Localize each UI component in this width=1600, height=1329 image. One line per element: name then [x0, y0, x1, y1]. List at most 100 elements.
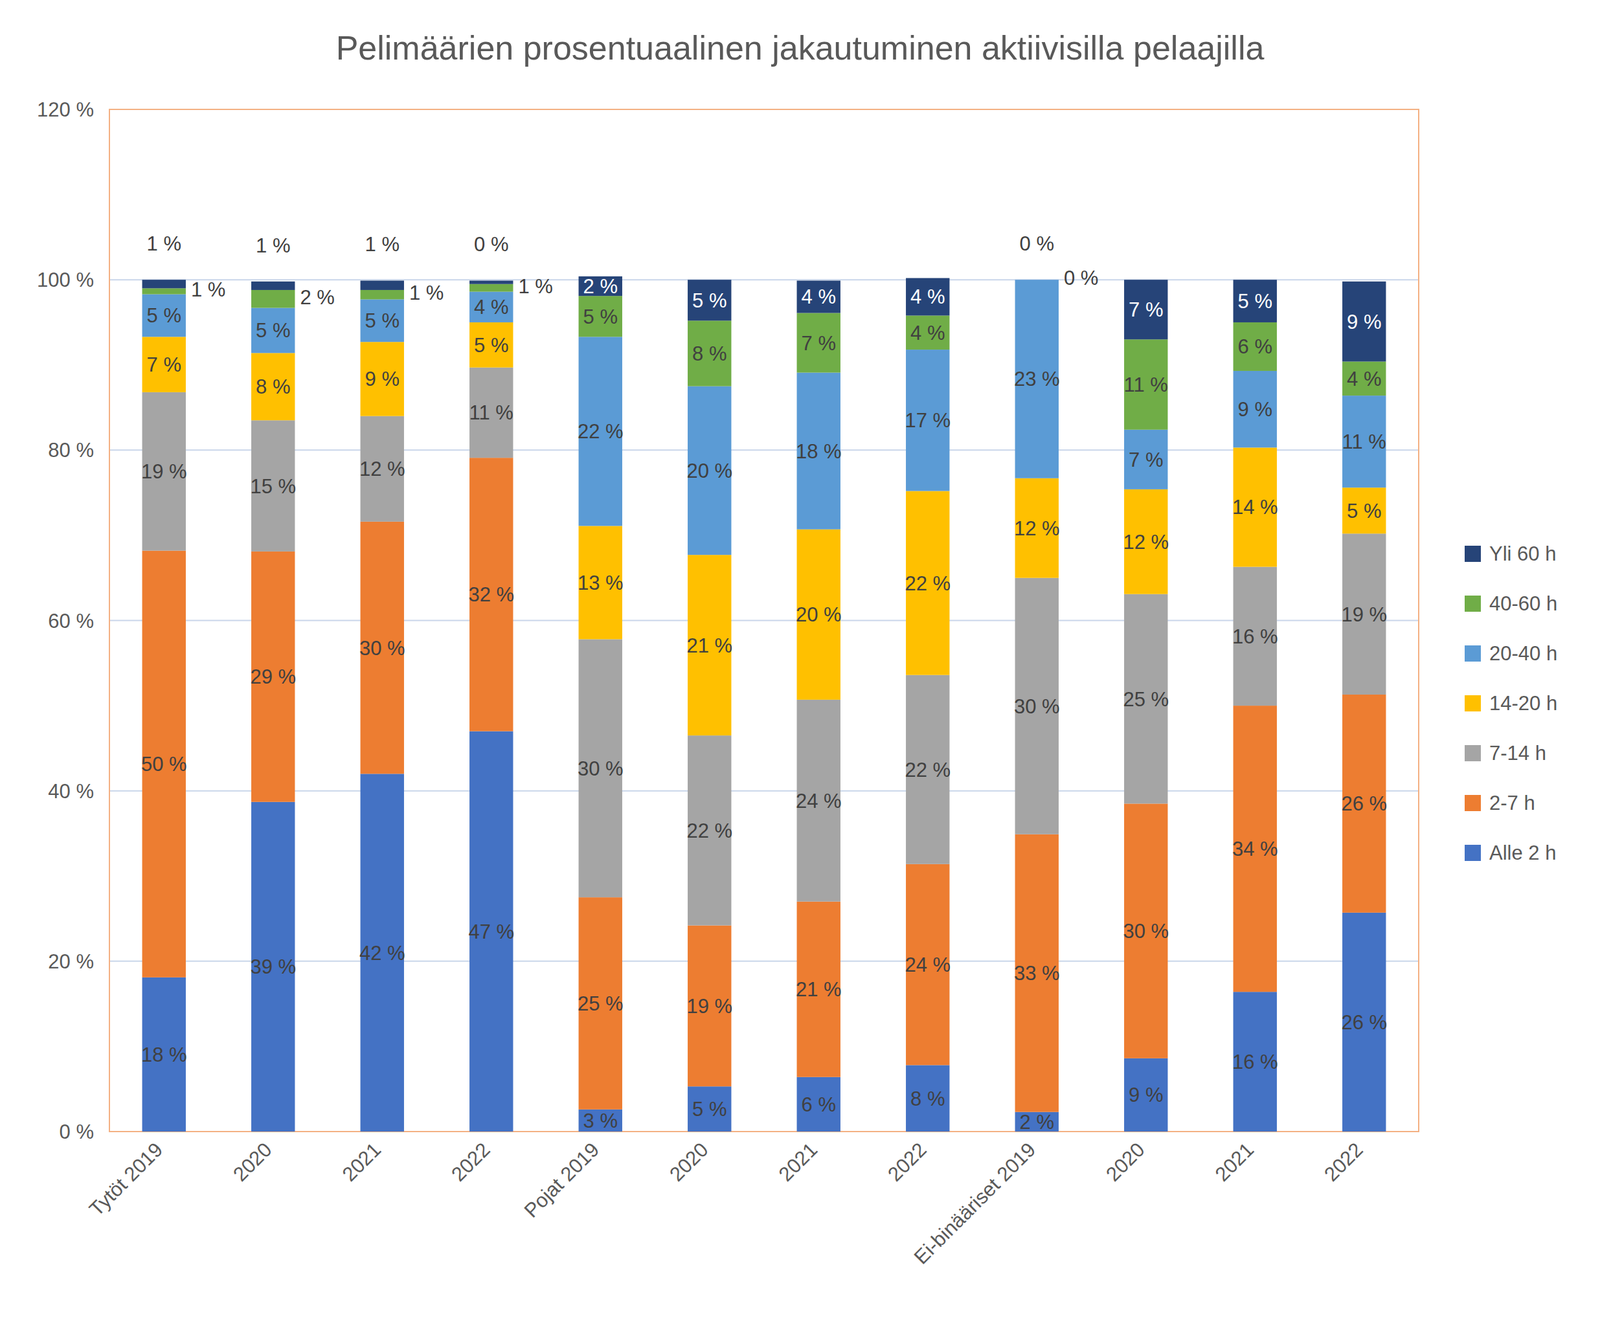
data-label: 3 %	[583, 1109, 618, 1133]
legend-label: 40-60 h	[1489, 592, 1558, 616]
x-tick-label: Tytöt 2019	[84, 1138, 168, 1221]
data-label: 19 %	[686, 995, 733, 1018]
y-tick-label: 100 %	[36, 268, 94, 292]
y-tick-label: 40 %	[47, 780, 94, 803]
data-label: 5 %	[255, 319, 291, 342]
data-label: 32 %	[468, 583, 515, 607]
bar-segment	[142, 279, 186, 289]
data-label: 18 %	[795, 440, 842, 463]
bar-segment	[360, 290, 405, 300]
bar-segment	[578, 295, 623, 337]
data-label: 33 %	[1014, 962, 1060, 985]
grid-line	[109, 960, 1419, 963]
legend-swatch	[1464, 595, 1481, 612]
legend-swatch	[1464, 845, 1481, 862]
data-label: 5 %	[146, 304, 182, 327]
data-label: 20 %	[686, 459, 733, 483]
data-label: 47 %	[468, 920, 515, 944]
data-label: 30 %	[577, 757, 624, 781]
data-label: 19 %	[141, 460, 188, 484]
data-label: 34 %	[1232, 837, 1279, 861]
bar-segment	[142, 288, 186, 294]
x-tick-label: 2020	[228, 1138, 277, 1187]
bar-segment	[1342, 487, 1386, 534]
data-label: 42 %	[359, 942, 406, 965]
bar-segment	[360, 280, 405, 290]
bar-segment	[905, 1065, 950, 1132]
data-label: 13 %	[577, 571, 624, 595]
data-label: 2 %	[1019, 1111, 1055, 1134]
data-labels: 18 %50 %19 %7 %5 %1 %1 %39 %29 %15 %8 %5…	[141, 232, 1387, 1134]
data-label: 7 %	[801, 332, 836, 355]
y-tick-label: 20 %	[47, 950, 94, 974]
data-label: 6 %	[1238, 335, 1273, 359]
bar-segment	[687, 279, 732, 321]
y-tick-label: 80 %	[47, 439, 94, 462]
y-tick-label: 120 %	[36, 98, 94, 122]
y-tick-label: 0 %	[59, 1120, 94, 1144]
bar-segment	[905, 315, 950, 350]
bar-segment	[1015, 279, 1059, 281]
data-label: 5 %	[583, 305, 618, 329]
bar-segment	[142, 294, 186, 338]
data-label: 25 %	[1122, 688, 1169, 711]
data-label: 1 %	[191, 278, 226, 302]
data-label: 30 %	[359, 637, 406, 660]
legend-swatch	[1464, 645, 1481, 662]
y-tick-label: 60 %	[47, 609, 94, 633]
bar-segment	[797, 312, 841, 373]
bar-segment	[1015, 279, 1059, 281]
bar-segment	[1124, 279, 1168, 340]
x-tick-label: Ei-binääriset 2019	[909, 1138, 1040, 1269]
data-label: 24 %	[904, 953, 951, 977]
data-label: 29 %	[249, 665, 296, 689]
bar-segment	[1342, 281, 1386, 362]
bar-segment	[905, 278, 950, 316]
data-label: 4 %	[473, 295, 509, 319]
bar-segment	[251, 290, 295, 309]
data-label: 0 %	[1019, 232, 1055, 256]
data-label: 6 %	[801, 1093, 836, 1117]
data-label: 22 %	[904, 572, 951, 596]
data-label: 30 %	[1122, 920, 1169, 943]
bar-segment	[469, 322, 513, 368]
data-label: 9 %	[1238, 398, 1273, 421]
data-label: 12 %	[359, 457, 406, 481]
data-label: 20 %	[795, 603, 842, 627]
legend-swatch	[1464, 745, 1481, 762]
x-tick-label: 2021	[338, 1138, 386, 1187]
bar-segment	[1124, 1058, 1168, 1132]
data-label: 7 %	[1128, 448, 1163, 472]
grid-line	[109, 620, 1419, 622]
legend-label: 20-40 h	[1489, 642, 1558, 665]
legend-label: 2-7 h	[1489, 791, 1536, 815]
data-label: 18 %	[141, 1043, 188, 1067]
data-label: 5 %	[1346, 499, 1382, 523]
data-label: 4 %	[910, 321, 945, 345]
data-label: 26 %	[1340, 1011, 1387, 1035]
bar-segment	[469, 367, 513, 458]
grid-line	[109, 449, 1419, 451]
bar-segment	[469, 292, 513, 323]
legend-label: Alle 2 h	[1489, 841, 1556, 865]
data-label: 5 %	[1238, 290, 1273, 313]
data-label: 0 %	[473, 233, 509, 256]
chart-title: Pelimäärien prosentuaalinen jakautuminen…	[336, 29, 1265, 67]
data-label: 5 %	[365, 309, 400, 333]
bar-segment	[142, 336, 186, 393]
data-label: 11 %	[469, 401, 514, 425]
bar-segment	[251, 281, 295, 291]
data-label: 25 %	[577, 992, 624, 1016]
data-label: 22 %	[577, 420, 624, 443]
bars	[142, 276, 1387, 1132]
data-label: 26 %	[1340, 792, 1387, 816]
data-label: 22 %	[686, 819, 733, 843]
bar-segment	[1124, 339, 1168, 430]
data-label: 21 %	[795, 978, 842, 1002]
data-label: 14 %	[1232, 495, 1279, 519]
bar-segment	[469, 280, 513, 284]
bar-segment	[1233, 371, 1277, 448]
data-label: 11 %	[1342, 430, 1387, 454]
data-label: 19 %	[1340, 603, 1387, 627]
data-label: 23 %	[1014, 367, 1060, 391]
